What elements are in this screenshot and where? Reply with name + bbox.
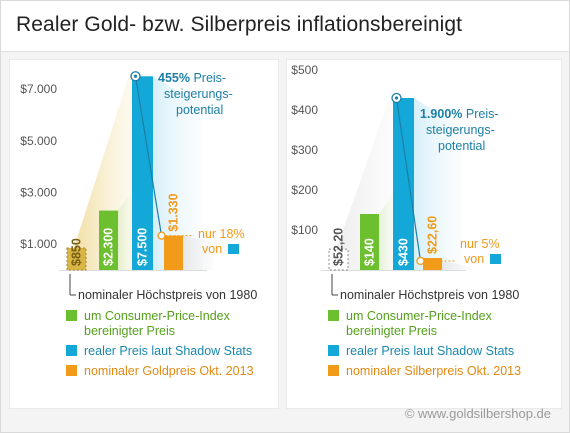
decorative-shade (379, 194, 393, 270)
legend-item-shadow-stats: realer Preis laut Shadow Stats (346, 344, 514, 358)
legend-item-current: nominaler Silberpreis Okt. 2013 (346, 364, 521, 378)
bar-shadow-stats (132, 76, 153, 271)
legend-swatch (66, 365, 77, 376)
legend-item-current: nominaler Goldpreis Okt. 2013 (84, 364, 254, 378)
legend-item-nominal: nominaler Höchstpreis von 1980 (78, 288, 257, 302)
bar-current-price (423, 258, 442, 270)
potential-annotation: steigerungs- (164, 87, 233, 101)
y-tick-label: $300 (291, 143, 318, 157)
bar-value-label: $1.330 (167, 193, 181, 231)
potential-annotation: steigerungs- (426, 123, 495, 137)
bar-shadow-stats (393, 98, 414, 270)
legend-item-shadow-stats: realer Preis laut Shadow Stats (84, 344, 252, 358)
y-tick-label: $100 (291, 223, 318, 237)
decorative-shade (183, 235, 213, 270)
current-marker (157, 231, 166, 240)
bar-value-label: $52,20 (332, 228, 346, 266)
y-tick-label: $7.000 (20, 82, 57, 96)
legend-item-cpi: bereinigter Preis (84, 324, 175, 338)
bar-value-label: $2.300 (102, 228, 116, 266)
share-swatch (228, 244, 239, 254)
legend-item-cpi: bereinigter Preis (346, 324, 437, 338)
page-title: Realer Gold- bzw. Silberpreis inflations… (16, 13, 463, 36)
y-tick-label: $1.000 (20, 237, 57, 251)
potential-marker-dot (133, 74, 138, 78)
bar-nominal-1980 (66, 247, 87, 271)
legend-item-cpi: um Consumer-Price-Index (346, 309, 493, 323)
share-swatch (490, 254, 501, 264)
bar-current-price (164, 235, 183, 270)
header: Realer Gold- bzw. Silberpreis inflations… (1, 1, 569, 52)
y-tick-label: $200 (291, 183, 318, 197)
bar-cpi-adjusted (99, 210, 118, 270)
bar-cpi-adjusted (360, 214, 379, 270)
share-annotation: nur 5% (460, 237, 500, 251)
bar-value-label: $430 (397, 238, 411, 266)
bar-value-label: $7.500 (136, 228, 150, 266)
y-tick-label: $5.000 (20, 134, 57, 148)
y-tick-label: $500 (291, 63, 318, 77)
legend-swatch (66, 310, 77, 321)
bar-nominal-1980 (328, 248, 349, 271)
potential-annotation: 455% Preis- (158, 71, 226, 85)
share-annotation-von: von (464, 252, 484, 266)
potential-annotation: potential (438, 139, 485, 153)
legend-swatch (328, 310, 339, 321)
potential-arrow-line (134, 76, 163, 236)
legend-swatch (66, 345, 77, 356)
bar-value-label: $850 (70, 238, 84, 266)
legend-swatch (328, 345, 339, 356)
decorative-shade (442, 260, 472, 270)
y-tick-label: $3.000 (20, 186, 57, 200)
legend-swatch (328, 365, 339, 376)
y-tick-label: $400 (291, 103, 318, 117)
decorative-shade (414, 98, 462, 270)
legend-item-cpi: um Consumer-Price-Index (84, 309, 231, 323)
bar-value-label: $22,60 (426, 216, 440, 254)
decorative-shade (118, 190, 132, 270)
bar-value-label: $140 (363, 238, 377, 266)
potential-annotation: potential (176, 103, 223, 117)
decorative-shade (153, 76, 203, 271)
legend-item-nominal: nominaler Höchstpreis von 1980 (340, 288, 519, 302)
potential-marker-dot (394, 96, 399, 100)
potential-annotation: 1.900% Preis- (420, 107, 499, 121)
share-annotation: nur 18% (198, 227, 245, 241)
current-marker (416, 256, 425, 266)
credit-text: © www.goldsilbershop.de (404, 406, 551, 421)
potential-arrow-line (395, 97, 422, 262)
share-annotation-von: von (202, 242, 222, 256)
